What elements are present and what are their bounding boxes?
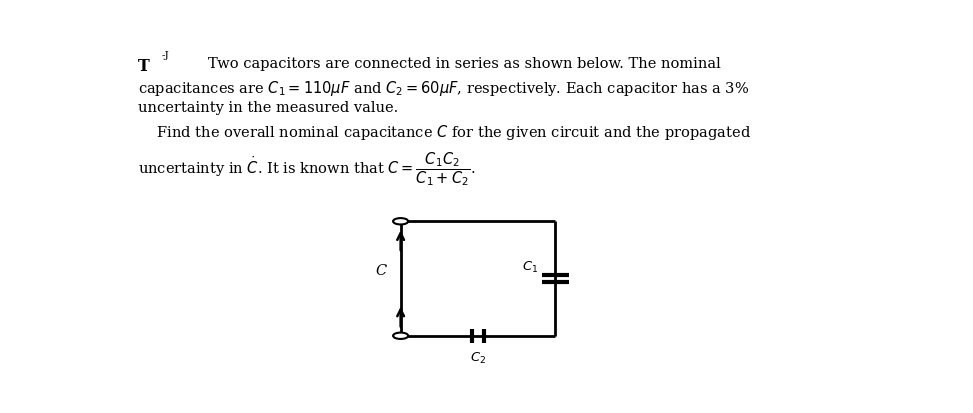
Text: uncertainty in $\dot{C}$. It is known that $C = \dfrac{C_1 C_2}{C_1+C_2}$.: uncertainty in $\dot{C}$. It is known th… [138, 150, 476, 188]
Circle shape [393, 332, 409, 339]
Text: $C_2$: $C_2$ [470, 351, 486, 366]
Text: Find the overall nominal capacitance $C$ for the given circuit and the propagate: Find the overall nominal capacitance $C$… [138, 123, 751, 142]
Circle shape [393, 218, 409, 225]
Text: Two capacitors are connected in series as shown below. The nominal: Two capacitors are connected in series a… [208, 57, 721, 71]
Text: capacitances are $C_1 = 110\mu F$ and $C_2 = 60\mu F$, respectively. Each capaci: capacitances are $C_1 = 110\mu F$ and $C… [138, 79, 749, 98]
Text: C: C [376, 263, 387, 278]
Text: -J: -J [162, 51, 169, 60]
Text: $C_1$: $C_1$ [522, 260, 538, 275]
Text: uncertainty in the measured value.: uncertainty in the measured value. [138, 101, 399, 115]
Text: T: T [138, 57, 150, 74]
